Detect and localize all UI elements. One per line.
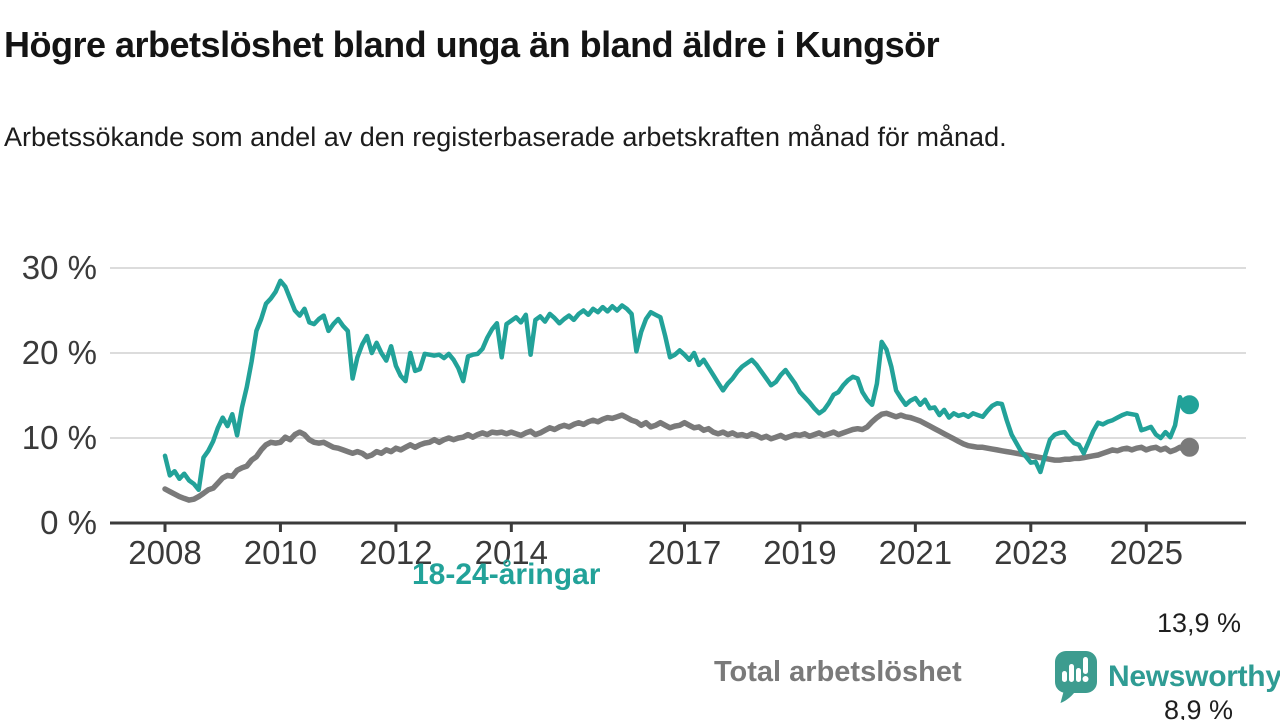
x-tick-label: 2023 xyxy=(994,534,1067,571)
plot-area: 30 % 20 % 10 % 0 % 2008 2010 2012 2014 2017 2019 2… xyxy=(22,249,1246,571)
end-dot-total xyxy=(1180,437,1199,457)
x-tick-label: 2017 xyxy=(648,534,721,571)
newsworthy-brand: Newsworthy xyxy=(1052,648,1280,705)
page-title: Högre arbetslöshet bland unga än bland ä… xyxy=(4,24,940,65)
y-tick-label: 30 % xyxy=(22,249,97,286)
newsworthy-brand-name: Newsworthy xyxy=(1108,659,1280,693)
x-tick-label: 2008 xyxy=(128,534,201,571)
x-tick-label: 2025 xyxy=(1110,534,1183,571)
y-tick-label: 0 % xyxy=(40,504,97,541)
page-subtitle: Arbetssökande som andel av den registerb… xyxy=(4,122,1007,152)
end-dot-young xyxy=(1180,395,1199,415)
line-chart: 30 % 20 % 10 % 0 % 2008 2010 2012 2014 2017 2019 2… xyxy=(0,240,1280,720)
x-tick-label: 2021 xyxy=(879,534,952,571)
x-tick-label: 2014 xyxy=(475,534,548,571)
series-label-young: 18-24-åringar xyxy=(412,558,601,591)
y-tick-label: 20 % xyxy=(22,334,97,371)
end-value-label-young: 13,9 % xyxy=(1157,608,1242,638)
end-value-label-total: 8,9 % xyxy=(1164,695,1234,720)
x-tick-label: 2019 xyxy=(763,534,836,571)
series-line-young xyxy=(162,278,1192,493)
newsworthy-logo-icon xyxy=(1055,651,1097,703)
series-label-total: Total arbetslöshet xyxy=(714,656,962,688)
x-tick-label: 2012 xyxy=(359,534,432,571)
series-line-total xyxy=(162,410,1193,503)
y-tick-label: 10 % xyxy=(22,419,97,456)
x-tick-label: 2010 xyxy=(244,534,317,571)
